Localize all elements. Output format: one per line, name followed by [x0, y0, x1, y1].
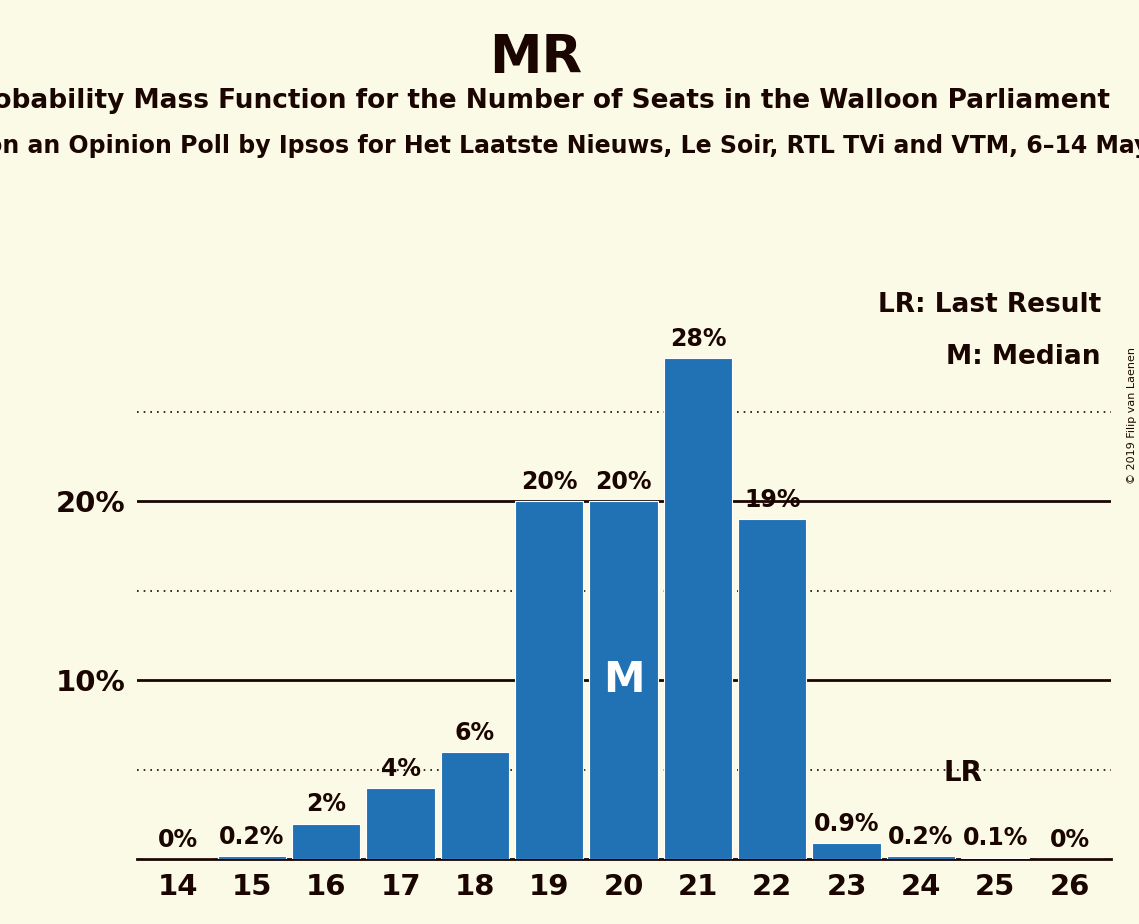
- Text: 4%: 4%: [380, 757, 420, 781]
- Bar: [292, 823, 360, 859]
- Text: LR: Last Result: LR: Last Result: [877, 292, 1100, 318]
- Text: 0%: 0%: [1049, 828, 1090, 852]
- Text: 28%: 28%: [670, 327, 727, 351]
- Bar: [738, 519, 806, 859]
- Text: 0.1%: 0.1%: [962, 826, 1029, 850]
- Bar: [664, 359, 732, 859]
- Text: Probability Mass Function for the Number of Seats in the Walloon Parliament: Probability Mass Function for the Number…: [0, 88, 1109, 114]
- Text: © 2019 Filip van Laenen: © 2019 Filip van Laenen: [1126, 347, 1137, 484]
- Bar: [589, 501, 658, 859]
- Text: LR: LR: [943, 760, 982, 787]
- Bar: [812, 844, 880, 859]
- Text: MR: MR: [489, 32, 582, 84]
- Text: 2%: 2%: [306, 793, 346, 817]
- Bar: [887, 856, 956, 859]
- Bar: [367, 787, 435, 859]
- Bar: [961, 857, 1030, 859]
- Text: 0%: 0%: [157, 828, 198, 852]
- Text: 0.2%: 0.2%: [219, 824, 285, 848]
- Text: 20%: 20%: [596, 470, 652, 494]
- Text: M: M: [603, 660, 645, 701]
- Text: 0.2%: 0.2%: [888, 824, 953, 848]
- Text: 0.9%: 0.9%: [814, 812, 879, 836]
- Bar: [218, 856, 286, 859]
- Text: 20%: 20%: [521, 470, 577, 494]
- Text: M: Median: M: Median: [947, 344, 1100, 370]
- Bar: [441, 752, 509, 859]
- Text: 6%: 6%: [454, 721, 495, 745]
- Text: Based on an Opinion Poll by Ipsos for Het Laatste Nieuws, Le Soir, RTL TVi and V: Based on an Opinion Poll by Ipsos for He…: [0, 134, 1139, 158]
- Text: 19%: 19%: [744, 488, 801, 512]
- Bar: [515, 501, 583, 859]
